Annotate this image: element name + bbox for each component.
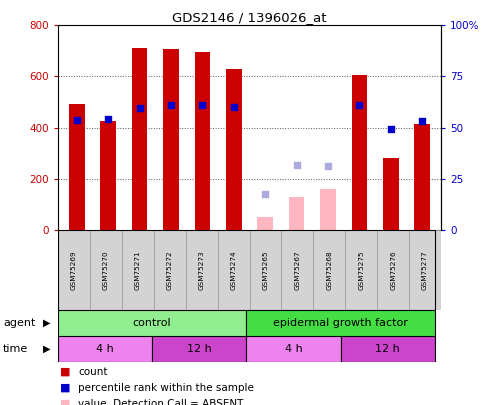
Bar bbox=[246, 310, 435, 336]
Bar bbox=[69, 104, 85, 230]
Bar bbox=[289, 197, 304, 230]
Text: GSM75277: GSM75277 bbox=[422, 250, 428, 290]
Bar bbox=[320, 189, 336, 230]
Text: GSM75275: GSM75275 bbox=[358, 250, 364, 290]
Bar bbox=[132, 48, 147, 230]
Bar bbox=[100, 121, 116, 230]
Text: control: control bbox=[133, 318, 171, 328]
Point bbox=[167, 102, 175, 109]
Text: count: count bbox=[78, 367, 108, 377]
Text: percentile rank within the sample: percentile rank within the sample bbox=[78, 383, 254, 393]
Text: GSM75274: GSM75274 bbox=[230, 250, 237, 290]
Bar bbox=[163, 49, 179, 230]
Text: value, Detection Call = ABSENT: value, Detection Call = ABSENT bbox=[78, 399, 243, 405]
Point bbox=[355, 102, 363, 109]
Bar bbox=[409, 230, 441, 310]
Text: ■: ■ bbox=[60, 383, 71, 393]
Point bbox=[199, 102, 206, 109]
Text: GSM75270: GSM75270 bbox=[103, 250, 109, 290]
Point bbox=[418, 118, 426, 124]
Point bbox=[104, 115, 112, 122]
Bar bbox=[152, 336, 246, 362]
Point bbox=[324, 163, 332, 169]
Bar bbox=[246, 336, 341, 362]
Point bbox=[293, 162, 300, 168]
Point bbox=[73, 117, 81, 123]
Bar bbox=[341, 336, 435, 362]
Text: ■: ■ bbox=[60, 367, 71, 377]
Text: GSM75276: GSM75276 bbox=[390, 250, 396, 290]
Bar bbox=[58, 230, 90, 310]
Bar bbox=[58, 310, 246, 336]
Text: agent: agent bbox=[3, 318, 35, 328]
Bar bbox=[122, 230, 154, 310]
Point bbox=[230, 104, 238, 110]
Bar bbox=[154, 230, 185, 310]
Text: ▶: ▶ bbox=[43, 344, 51, 354]
Point bbox=[261, 191, 269, 197]
Text: GSM75267: GSM75267 bbox=[294, 250, 300, 290]
Text: 4 h: 4 h bbox=[96, 344, 114, 354]
Bar bbox=[195, 52, 210, 230]
Text: 4 h: 4 h bbox=[284, 344, 302, 354]
Point bbox=[136, 105, 143, 111]
Bar bbox=[226, 68, 242, 230]
Text: time: time bbox=[3, 344, 28, 354]
Bar bbox=[282, 230, 313, 310]
Bar bbox=[383, 158, 398, 230]
Bar bbox=[250, 230, 282, 310]
Title: GDS2146 / 1396026_at: GDS2146 / 1396026_at bbox=[172, 11, 327, 24]
Bar bbox=[345, 230, 377, 310]
Text: GSM75272: GSM75272 bbox=[167, 250, 173, 290]
Bar bbox=[185, 230, 217, 310]
Bar bbox=[257, 217, 273, 230]
Text: epidermal growth factor: epidermal growth factor bbox=[273, 318, 408, 328]
Text: GSM75268: GSM75268 bbox=[327, 250, 332, 290]
Bar bbox=[58, 336, 152, 362]
Point bbox=[387, 126, 395, 132]
Bar bbox=[414, 124, 430, 230]
Text: 12 h: 12 h bbox=[187, 344, 212, 354]
Bar bbox=[377, 230, 409, 310]
Text: GSM75271: GSM75271 bbox=[135, 250, 141, 290]
Text: GSM75273: GSM75273 bbox=[199, 250, 205, 290]
Bar bbox=[90, 230, 122, 310]
Text: GSM75269: GSM75269 bbox=[71, 250, 77, 290]
Bar bbox=[313, 230, 345, 310]
Text: ■: ■ bbox=[60, 399, 71, 405]
Text: 12 h: 12 h bbox=[375, 344, 400, 354]
Bar bbox=[217, 230, 250, 310]
Bar bbox=[352, 75, 367, 230]
Text: ▶: ▶ bbox=[43, 318, 51, 328]
Text: GSM75265: GSM75265 bbox=[262, 250, 269, 290]
